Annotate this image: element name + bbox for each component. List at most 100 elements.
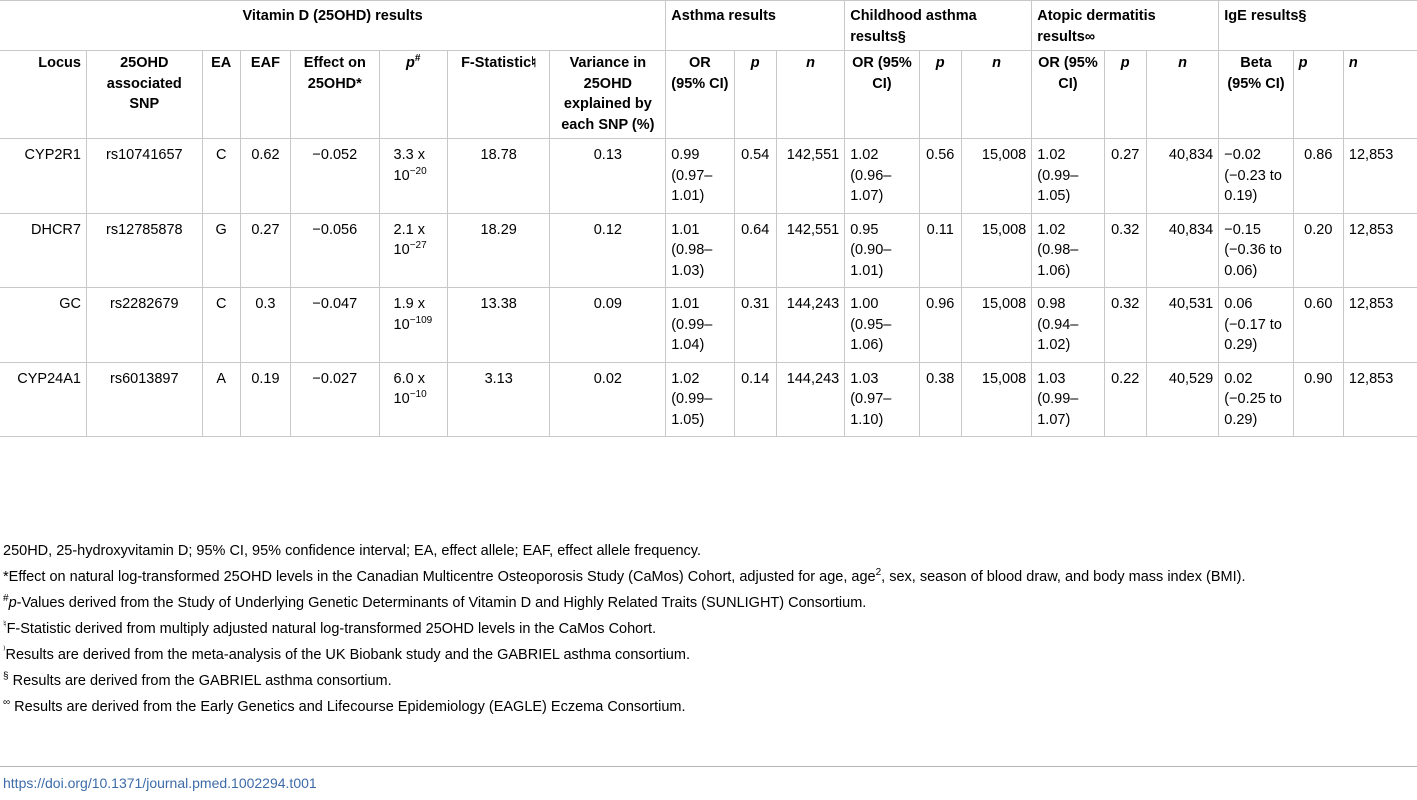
cell-p: 2.1 x 10−27 (378, 213, 448, 288)
col-effect: Effect on 25OHD* (290, 50, 380, 139)
col-atopic-or: OR (95% CI) (1031, 50, 1105, 139)
cell-i-n: 12,853 (1342, 362, 1417, 437)
table-row: CYP24A1 rs6013897 A 0.19 −0.027 6.0 x 10−10 3.… (0, 362, 1417, 437)
cell-eaf: 0.27 (239, 213, 291, 288)
cell-d-p: 0.32 (1103, 213, 1147, 288)
col-ige-p: p (1292, 50, 1344, 139)
cell-a-p: 0.31 (733, 287, 777, 362)
cell-fstat: 3.13 (446, 362, 550, 437)
cell-locus: CYP2R1 (24, 147, 81, 163)
table-row: DHCR7 rs12785878 G 0.27 −0.056 2.1 x 10−27 18.… (0, 213, 1417, 288)
col-child-or: OR (95% CI) (844, 50, 920, 139)
cell-a-n: 142,551 (775, 213, 845, 288)
cell-p: 1.9 x 10−109 (378, 287, 448, 362)
cell-c-n: 15,008 (960, 138, 1032, 213)
cell-effect: −0.056 (290, 213, 380, 288)
col-asthma-p: p (733, 50, 777, 139)
cell-fstat: 13.38 (446, 287, 550, 362)
footnote-gabriel: § Results are derived from the GABRIEL a… (3, 671, 392, 689)
table-row: GC rs2282679 C 0.3 −0.047 1.9 x 10−109 13.38 0.… (0, 287, 1417, 362)
divider (0, 766, 1417, 767)
footnote-fstat: ♮F-Statistic derived from multiply adjus… (3, 619, 657, 637)
column-header-row: Locus 25OHD associated SNP EA EAF Effect… (0, 50, 1417, 139)
doi-link[interactable]: https://doi.org/10.1371/journal.pmed.100… (3, 775, 317, 791)
cell-c-or: 1.03 (0.97–1.10) (844, 362, 920, 437)
cell-effect: −0.027 (290, 362, 380, 437)
cell-i-beta: −0.02 (−0.23 to 0.19) (1218, 138, 1294, 213)
col-ige-beta: Beta (95% CI) (1218, 50, 1294, 139)
group-ige: IgE results§ (1218, 0, 1417, 51)
col-atopic-p: p (1103, 50, 1147, 139)
col-atopic-n: n (1145, 50, 1219, 139)
cell-c-p: 0.56 (918, 138, 962, 213)
cell-snp: rs6013897 (85, 362, 203, 437)
cell-c-or: 1.02 (0.96–1.07) (844, 138, 920, 213)
cell-i-p: 0.90 (1292, 362, 1344, 437)
footnote-abbreviations: 250HD, 25-hydroxyvitamin D; 95% CI, 95% … (3, 543, 701, 559)
cell-a-p: 0.64 (733, 213, 777, 288)
cell-a-p: 0.14 (733, 362, 777, 437)
footnote-eagle: ∞ Results are derived from the Early Gen… (3, 697, 686, 715)
cell-c-p: 0.11 (918, 213, 962, 288)
cell-variance: 0.12 (549, 213, 666, 288)
table-row: CYP2R1 rs10741657 C 0.62 −0.052 3.3 x 10−20 18… (0, 138, 1417, 213)
cell-c-or: 1.00 (0.95–1.06) (844, 287, 920, 362)
cell-i-n: 12,853 (1342, 287, 1417, 362)
cell-eaf: 0.62 (239, 138, 291, 213)
cell-ea: G (201, 213, 241, 288)
cell-locus: DHCR7 (31, 221, 81, 238)
cell-variance: 0.02 (549, 362, 666, 437)
cell-a-n: 144,243 (775, 362, 845, 437)
cell-i-beta: 0.06 (−0.17 to 0.29) (1218, 287, 1294, 362)
col-ige-n: n (1342, 50, 1417, 139)
col-locus: Locus (38, 55, 81, 71)
cell-a-or: 1.01 (0.99–1.04) (665, 287, 735, 362)
cell-p: 3.3 x 10−20 (378, 138, 448, 213)
cell-fstat: 18.29 (446, 213, 550, 288)
cell-d-n: 40,834 (1145, 138, 1219, 213)
cell-a-or: 1.02 (0.99–1.05) (665, 362, 735, 437)
footnote-meta-analysis: ⁾Results are derived from the meta-analy… (3, 645, 690, 663)
footnote-effect: *Effect on natural log-transformed 25OHD… (3, 567, 1246, 585)
cell-d-n: 40,834 (1145, 213, 1219, 288)
cell-variance: 0.13 (549, 138, 666, 213)
cell-snp: rs10741657 (85, 138, 203, 213)
cell-c-n: 15,008 (960, 213, 1032, 288)
cell-snp: rs12785878 (85, 213, 203, 288)
cell-eaf: 0.19 (239, 362, 291, 437)
cell-a-n: 144,243 (775, 287, 845, 362)
cell-fstat: 18.78 (446, 138, 550, 213)
col-eaf: EAF (239, 50, 291, 139)
cell-a-or: 1.01 (0.98–1.03) (665, 213, 735, 288)
col-child-n: n (960, 50, 1032, 139)
cell-c-or: 0.95 (0.90–1.01) (844, 213, 920, 288)
cell-i-beta: −0.15 (−0.36 to 0.06) (1218, 213, 1294, 288)
col-ea: EA (201, 50, 241, 139)
col-fstat: F-Statistic♮ (446, 50, 550, 139)
cell-ea: A (201, 362, 241, 437)
cell-a-or: 0.99 (0.97–1.01) (665, 138, 735, 213)
cell-effect: −0.052 (290, 138, 380, 213)
cell-a-n: 142,551 (775, 138, 845, 213)
cell-c-n: 15,008 (960, 362, 1032, 437)
cell-d-p: 0.32 (1103, 287, 1147, 362)
cell-i-beta: 0.02 (−0.25 to 0.29) (1218, 362, 1294, 437)
results-table: Vitamin D (25OHD) results Asthma results… (0, 0, 1417, 437)
cell-p: 6.0 x 10−10 (378, 362, 448, 437)
cell-d-p: 0.22 (1103, 362, 1147, 437)
cell-ea: C (201, 287, 241, 362)
col-asthma-n: n (775, 50, 845, 139)
group-vitamin-d: Vitamin D (25OHD) results (242, 8, 423, 24)
cell-d-n: 40,529 (1145, 362, 1219, 437)
cell-locus: GC (59, 296, 81, 312)
cell-c-p: 0.96 (918, 287, 962, 362)
cell-i-n: 12,853 (1342, 138, 1417, 213)
col-snp: 25OHD associated SNP (85, 50, 203, 139)
group-childhood-asthma: Childhood asthma results§ (844, 0, 1032, 51)
group-atopic-dermatitis: Atopic dermatitis results∞ (1031, 0, 1219, 51)
cell-effect: −0.047 (290, 287, 380, 362)
group-header-row: Vitamin D (25OHD) results Asthma results… (0, 0, 1417, 51)
cell-c-n: 15,008 (960, 287, 1032, 362)
group-asthma: Asthma results (665, 0, 845, 51)
col-asthma-or: OR (95% CI) (665, 50, 735, 139)
